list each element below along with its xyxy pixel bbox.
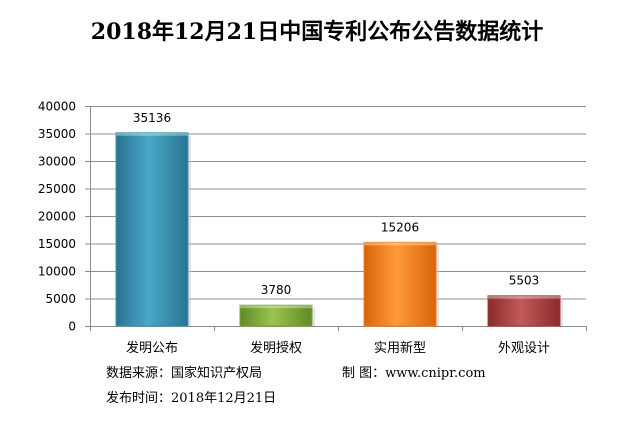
data-label: 3780 [261, 283, 292, 297]
y-tick-label: 30000 [38, 155, 76, 169]
y-tick-label: 40000 [38, 100, 76, 114]
source-value: 国家知识产权局 [171, 366, 262, 381]
bar-highlight [240, 305, 312, 308]
y-tick-label: 35000 [38, 127, 76, 141]
y-tick-label: 25000 [38, 182, 76, 196]
y-tick-label: 0 [68, 320, 76, 334]
date-line: 发布时间：2018年12月21日 [106, 387, 276, 406]
bar-highlight [364, 242, 436, 245]
y-tick-label: 20000 [38, 210, 76, 224]
bar-highlight [116, 133, 188, 136]
x-tick-label: 外观设计 [498, 341, 550, 356]
bar-4 [488, 296, 560, 326]
x-tick-label: 发明公布 [126, 340, 178, 356]
date-value: 2018年12月21日 [171, 391, 276, 406]
bar-1 [116, 133, 188, 326]
bar-highlight [488, 296, 560, 299]
data-label: 35136 [133, 111, 171, 125]
data-labels: 35136 3780 15206 5503 [133, 111, 539, 297]
bar-3 [364, 242, 436, 326]
maker-label: 制 图： [342, 366, 385, 381]
data-label: 5503 [509, 274, 540, 288]
date-label: 发布时间： [106, 391, 171, 406]
data-label: 15206 [381, 220, 419, 234]
x-tick-labels: 发明公布 发明授权 实用新型 外观设计 [126, 340, 550, 356]
maker-line: 制 图：www.cnipr.com [342, 362, 486, 381]
y-tick-label: 5000 [45, 292, 76, 306]
x-tick-label: 实用新型 [374, 340, 426, 356]
y-tick-labels: 0 5000 10000 15000 20000 25000 30000 35000 40000 [38, 100, 76, 334]
maker-value: www.cnipr.com [385, 366, 485, 381]
y-tick-label: 10000 [38, 265, 76, 279]
y-tick-label: 15000 [38, 237, 76, 251]
source-label: 数据来源： [106, 366, 171, 381]
source-line: 数据来源：国家知识产权局 [106, 362, 262, 381]
bar-2 [240, 305, 312, 326]
x-tick-label: 发明授权 [250, 340, 302, 356]
